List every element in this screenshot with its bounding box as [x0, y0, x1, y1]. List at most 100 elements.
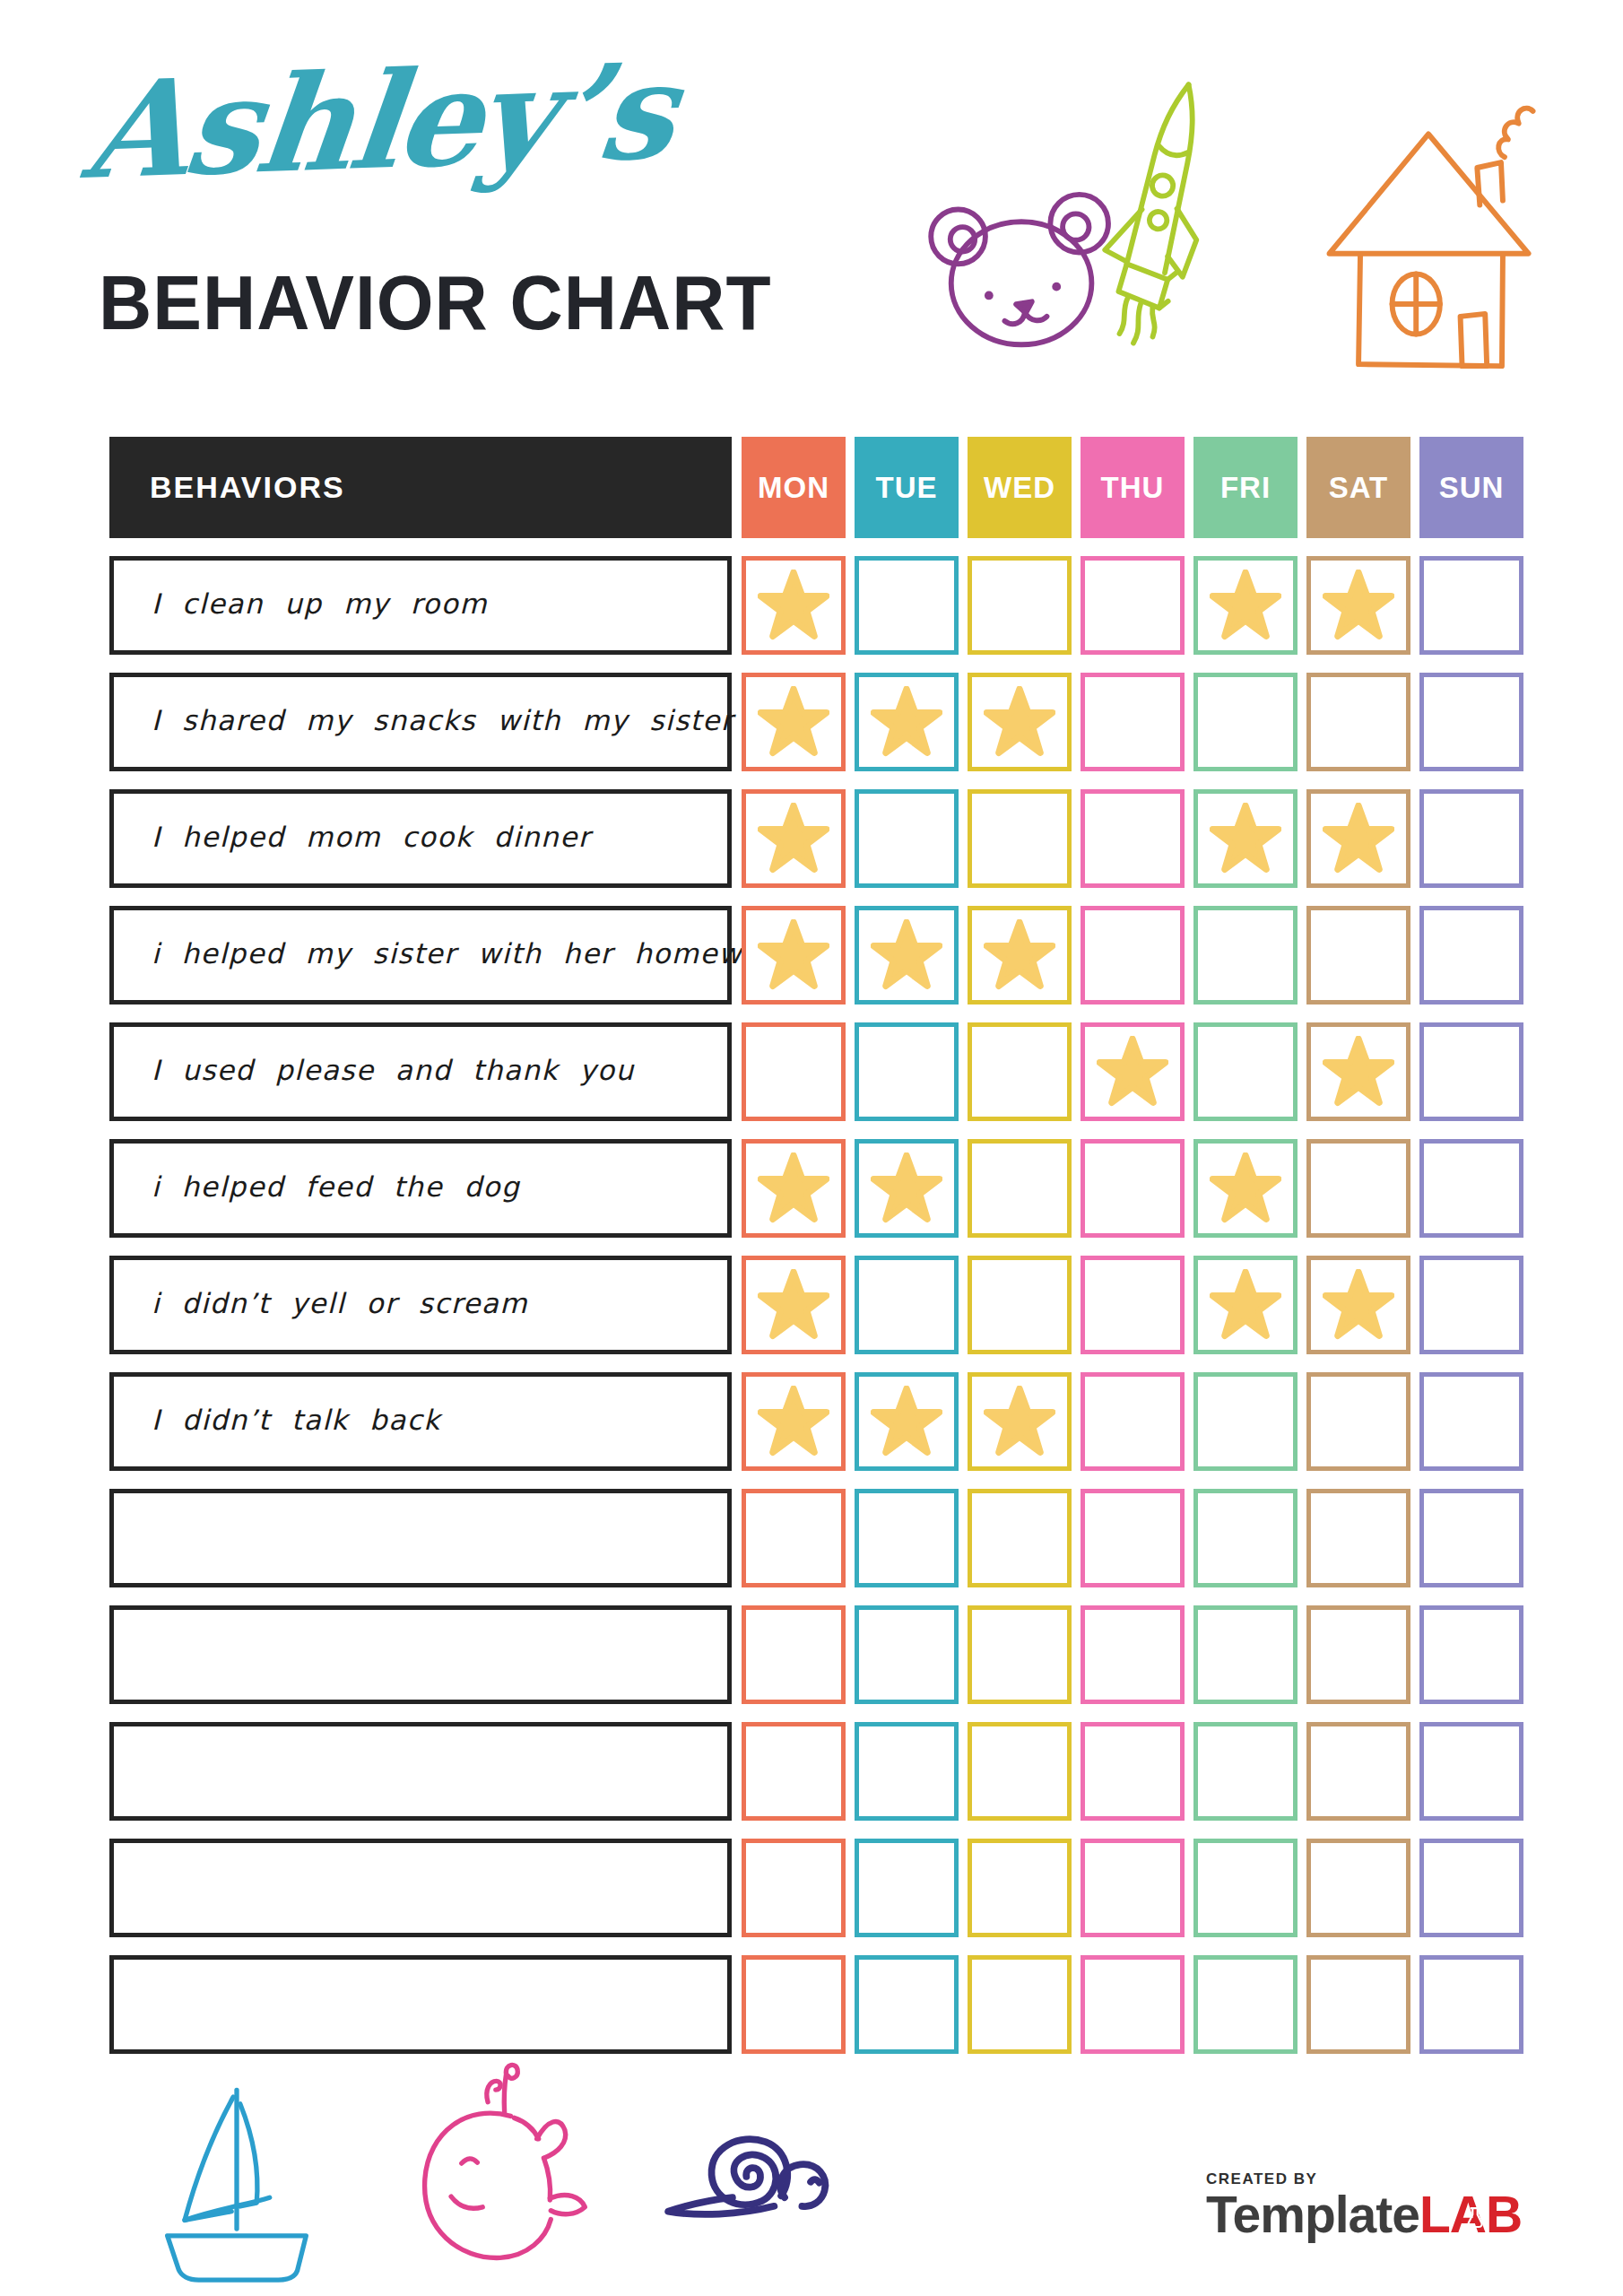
cell-row6-wed[interactable]: [968, 1139, 1072, 1238]
cell-row1-sun[interactable]: [1419, 556, 1523, 655]
cell-row11-tue[interactable]: [855, 1722, 959, 1821]
cell-row5-sat[interactable]: [1306, 1022, 1410, 1121]
cell-row3-sat[interactable]: [1306, 789, 1410, 888]
cell-row7-tue[interactable]: [855, 1256, 959, 1354]
cell-row1-wed[interactable]: [968, 556, 1072, 655]
cell-row2-tue[interactable]: [855, 673, 959, 771]
cell-row11-thu[interactable]: [1081, 1722, 1185, 1821]
cell-row6-thu[interactable]: [1081, 1139, 1185, 1238]
cell-row3-tue[interactable]: [855, 789, 959, 888]
cell-row5-tue[interactable]: [855, 1022, 959, 1121]
behavior-row-label-1[interactable]: I clean up my room: [109, 556, 732, 655]
behavior-row-label-5[interactable]: I used please and thank you: [109, 1022, 732, 1121]
cell-row2-fri[interactable]: [1193, 673, 1298, 771]
cell-row4-mon[interactable]: [742, 906, 846, 1004]
cell-row13-fri[interactable]: [1193, 1955, 1298, 2054]
cell-row8-tue[interactable]: [855, 1372, 959, 1471]
cell-row5-fri[interactable]: [1193, 1022, 1298, 1121]
cell-row12-tue[interactable]: [855, 1839, 959, 1937]
behavior-row-label-10[interactable]: [109, 1605, 732, 1704]
cell-row6-fri[interactable]: [1193, 1139, 1298, 1238]
cell-row6-mon[interactable]: [742, 1139, 846, 1238]
cell-row7-fri[interactable]: [1193, 1256, 1298, 1354]
cell-row8-wed[interactable]: [968, 1372, 1072, 1471]
cell-row3-thu[interactable]: [1081, 789, 1185, 888]
cell-row7-sat[interactable]: [1306, 1256, 1410, 1354]
cell-row13-wed[interactable]: [968, 1955, 1072, 2054]
cell-row8-mon[interactable]: [742, 1372, 846, 1471]
cell-row2-wed[interactable]: [968, 673, 1072, 771]
cell-row11-sat[interactable]: [1306, 1722, 1410, 1821]
cell-row9-thu[interactable]: [1081, 1489, 1185, 1587]
cell-row9-wed[interactable]: [968, 1489, 1072, 1587]
cell-row1-fri[interactable]: [1193, 556, 1298, 655]
cell-row3-mon[interactable]: [742, 789, 846, 888]
cell-row12-sun[interactable]: [1419, 1839, 1523, 1937]
cell-row4-wed[interactable]: [968, 906, 1072, 1004]
cell-row7-mon[interactable]: [742, 1256, 846, 1354]
cell-row1-tue[interactable]: [855, 556, 959, 655]
cell-row12-thu[interactable]: [1081, 1839, 1185, 1937]
cell-row12-sat[interactable]: [1306, 1839, 1410, 1937]
cell-row3-sun[interactable]: [1419, 789, 1523, 888]
cell-row1-sat[interactable]: [1306, 556, 1410, 655]
behavior-row-label-3[interactable]: I helped mom cook dinner: [109, 789, 732, 888]
cell-row8-sun[interactable]: [1419, 1372, 1523, 1471]
cell-row10-mon[interactable]: [742, 1605, 846, 1704]
behavior-row-label-8[interactable]: I didn’t talk back: [109, 1372, 732, 1471]
cell-row6-tue[interactable]: [855, 1139, 959, 1238]
cell-row7-sun[interactable]: [1419, 1256, 1523, 1354]
cell-row8-sat[interactable]: [1306, 1372, 1410, 1471]
cell-row4-sun[interactable]: [1419, 906, 1523, 1004]
cell-row5-sun[interactable]: [1419, 1022, 1523, 1121]
cell-row12-fri[interactable]: [1193, 1839, 1298, 1937]
behavior-row-label-7[interactable]: i didn’t yell or scream: [109, 1256, 732, 1354]
behavior-row-label-2[interactable]: I shared my snacks with my sister: [109, 673, 732, 771]
cell-row10-thu[interactable]: [1081, 1605, 1185, 1704]
cell-row11-wed[interactable]: [968, 1722, 1072, 1821]
cell-row11-fri[interactable]: [1193, 1722, 1298, 1821]
cell-row13-tue[interactable]: [855, 1955, 959, 2054]
cell-row5-wed[interactable]: [968, 1022, 1072, 1121]
cell-row4-tue[interactable]: [855, 906, 959, 1004]
cell-row10-tue[interactable]: [855, 1605, 959, 1704]
cell-row2-sat[interactable]: [1306, 673, 1410, 771]
cell-row9-fri[interactable]: [1193, 1489, 1298, 1587]
cell-row12-mon[interactable]: [742, 1839, 846, 1937]
cell-row8-thu[interactable]: [1081, 1372, 1185, 1471]
cell-row8-fri[interactable]: [1193, 1372, 1298, 1471]
cell-row13-sun[interactable]: [1419, 1955, 1523, 2054]
cell-row10-wed[interactable]: [968, 1605, 1072, 1704]
cell-row10-sat[interactable]: [1306, 1605, 1410, 1704]
cell-row2-thu[interactable]: [1081, 673, 1185, 771]
cell-row13-mon[interactable]: [742, 1955, 846, 2054]
cell-row11-sun[interactable]: [1419, 1722, 1523, 1821]
cell-row6-sat[interactable]: [1306, 1139, 1410, 1238]
cell-row4-fri[interactable]: [1193, 906, 1298, 1004]
cell-row5-thu[interactable]: [1081, 1022, 1185, 1121]
cell-row1-thu[interactable]: [1081, 556, 1185, 655]
cell-row11-mon[interactable]: [742, 1722, 846, 1821]
cell-row13-sat[interactable]: [1306, 1955, 1410, 2054]
behavior-row-label-13[interactable]: [109, 1955, 732, 2054]
behavior-row-label-9[interactable]: [109, 1489, 732, 1587]
cell-row13-thu[interactable]: [1081, 1955, 1185, 2054]
cell-row9-sat[interactable]: [1306, 1489, 1410, 1587]
cell-row5-mon[interactable]: [742, 1022, 846, 1121]
behavior-row-label-6[interactable]: i helped feed the dog: [109, 1139, 732, 1238]
behavior-row-label-4[interactable]: i helped my sister with her homework: [109, 906, 732, 1004]
cell-row3-wed[interactable]: [968, 789, 1072, 888]
cell-row9-mon[interactable]: [742, 1489, 846, 1587]
cell-row10-fri[interactable]: [1193, 1605, 1298, 1704]
cell-row9-tue[interactable]: [855, 1489, 959, 1587]
cell-row12-wed[interactable]: [968, 1839, 1072, 1937]
cell-row4-thu[interactable]: [1081, 906, 1185, 1004]
cell-row2-sun[interactable]: [1419, 673, 1523, 771]
cell-row1-mon[interactable]: [742, 556, 846, 655]
cell-row7-wed[interactable]: [968, 1256, 1072, 1354]
cell-row7-thu[interactable]: [1081, 1256, 1185, 1354]
cell-row9-sun[interactable]: [1419, 1489, 1523, 1587]
cell-row4-sat[interactable]: [1306, 906, 1410, 1004]
cell-row3-fri[interactable]: [1193, 789, 1298, 888]
cell-row2-mon[interactable]: [742, 673, 846, 771]
